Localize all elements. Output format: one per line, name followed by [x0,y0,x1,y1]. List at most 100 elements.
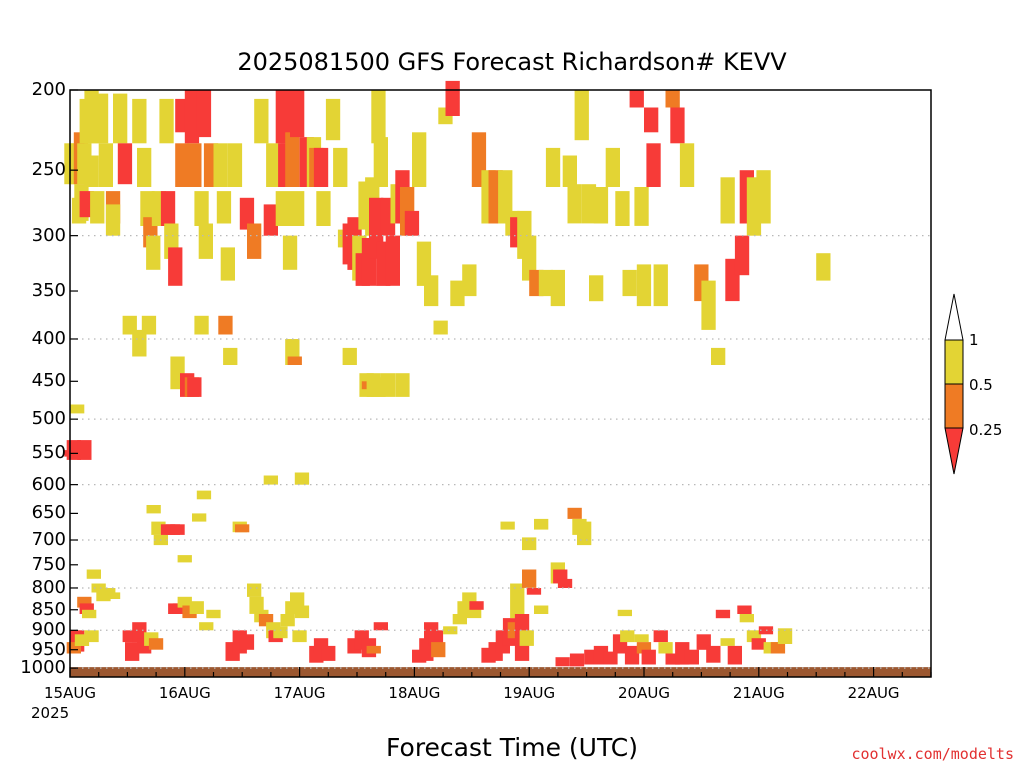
heatmap-cell [96,592,111,602]
heatmap-cell [720,177,735,224]
x-tick-label: 15AUG [44,684,96,702]
heatmap-cell [213,143,228,187]
x-axis-year-label: 2025 [31,704,70,722]
y-tick-label: 700 [31,529,66,550]
heatmap-cell [665,90,680,108]
heatmap-cell [294,605,310,619]
legend-arrow-bottom [944,427,964,475]
heatmap-cell [557,578,573,588]
heatmap-cell [684,649,699,665]
heatmap-cell [146,505,161,514]
heatmap-cell [113,93,128,144]
heatmap-cell [196,490,212,500]
heatmap-cell [653,630,668,643]
y-tick-label: 950 [31,638,66,660]
heatmap-cell [282,235,298,270]
heatmap-cell [74,634,90,646]
x-tick-label: 17AUG [273,684,326,702]
heatmap-cell [737,605,752,614]
heatmap-cell [187,377,202,397]
heatmap-cell [91,583,106,593]
heatmap-cell [644,107,659,133]
heatmap-cell [273,626,288,639]
heatmap-cell [192,513,207,522]
heatmap-cell [79,603,94,614]
heatmap-cell [342,347,357,365]
heatmap-cell [66,642,81,654]
y-tick-label: 650 [31,502,66,524]
heatmap-cell [450,280,465,307]
heatmap-cell [445,80,460,116]
x-tick-label: 18AUG [388,684,441,702]
heatmap-cell [538,269,554,297]
heatmap-cell [727,645,742,665]
heatmap-cell [636,264,652,307]
heatmap-cell [577,521,592,546]
heatmap-cell [101,588,116,595]
heatmap-cell [159,98,174,144]
heatmap-cell [634,634,649,643]
heatmap-cell [189,601,204,614]
y-tick-label: 550 [31,442,66,464]
heatmap-cell [132,329,147,357]
legend-label: 0.25 [969,421,1003,439]
heatmap-cell [263,204,278,236]
heatmap-cell [77,440,92,460]
heatmap-cell [292,630,307,643]
heatmap-cell [177,596,192,608]
x-axis-title: Forecast Time (UTC) [386,733,638,762]
heatmap-cell [170,524,185,535]
y-tick-label: 450 [31,370,66,392]
heatmap-cell [325,98,341,141]
heatmap-cell [653,264,668,307]
heatmap-cell [412,132,427,187]
heatmap-cell [275,191,290,226]
heatmap-cell [500,521,515,530]
heatmap-cell [433,320,448,335]
y-tick-label: 850 [31,598,66,620]
heatmap-cell [86,569,101,579]
heatmap-cell [122,630,137,643]
heatmap-cell [125,642,140,661]
heatmap-cell [581,184,597,224]
heatmap-cell [373,622,388,631]
heatmap-cell [589,275,604,302]
heatmap-cell [404,210,420,236]
heatmap-cell [132,98,147,144]
heatmap-cell [373,137,388,187]
heatmap-cell [239,634,255,650]
heatmap-cell [658,642,673,654]
heatmap-cell [263,475,278,485]
heatmap-cell [70,404,85,414]
heatmap-cell [93,93,109,144]
y-tick-label: 350 [31,280,66,302]
heatmap-cell [247,223,262,259]
heatmap-cell [545,147,561,187]
heatmap-cell [287,356,302,365]
heatmap-cell [711,347,726,365]
heatmap-cell [290,592,305,606]
heatmap-cell [615,191,630,226]
heatmap-cell [98,143,113,187]
heatmap-cell [498,170,513,224]
x-tick-label: 21AUG [732,684,785,702]
heatmap-cell [254,98,269,144]
heatmap-cell [569,653,585,667]
heatmap-cell [290,191,305,226]
heatmap-cell [380,373,396,397]
heatmap-cell [526,588,542,595]
heatmap-cell [641,649,656,665]
heatmap-cell [395,373,410,397]
heatmap-cell [223,347,238,365]
heatmap-cell [679,143,695,187]
heatmap-cell [90,191,105,224]
heatmap-cell [428,630,444,646]
heatmap-cell [105,592,121,599]
y-tick-label: 600 [31,473,66,495]
heatmap-cell [366,645,381,654]
y-tick-label: 200 [31,79,66,100]
y-tick-label: 300 [31,224,66,246]
credit-link[interactable]: coolwx.com/modelts [851,745,1014,763]
heatmap-cell [313,147,329,187]
